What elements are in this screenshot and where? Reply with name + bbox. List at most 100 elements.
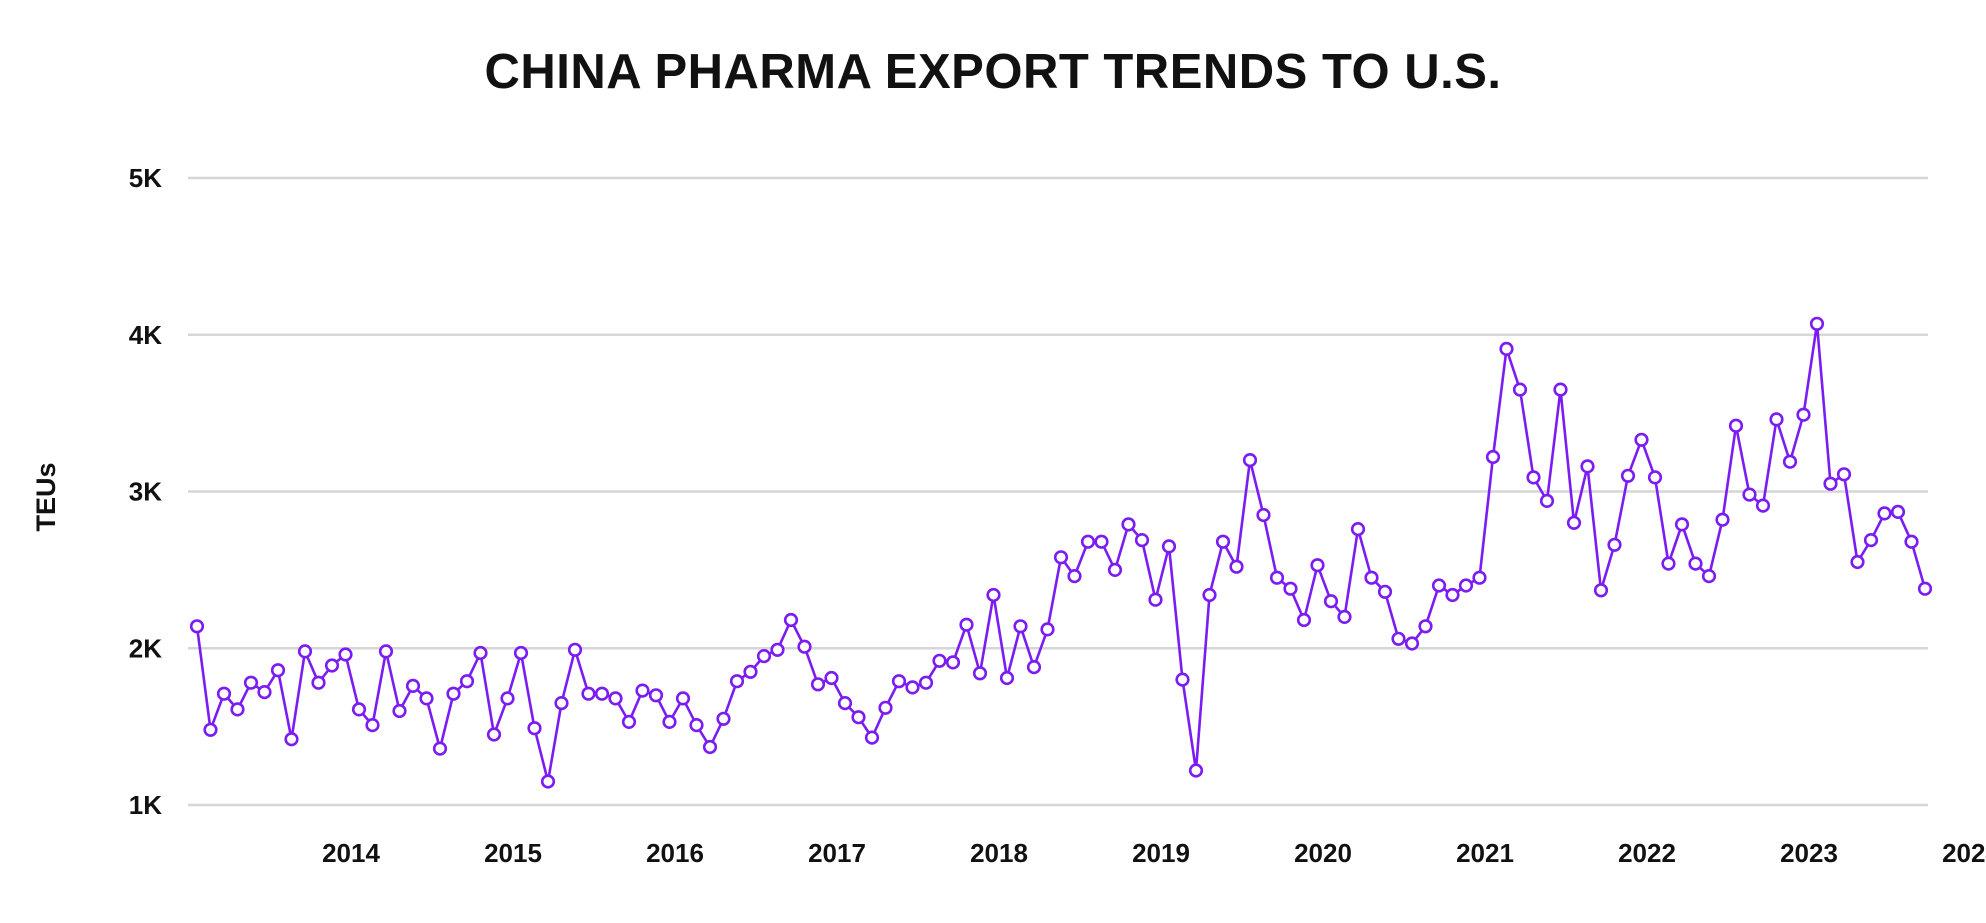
data-point[interactable] [1661, 556, 1676, 571]
data-point[interactable] [1593, 583, 1609, 598]
data-point[interactable] [1364, 570, 1379, 585]
data-point[interactable] [270, 663, 286, 678]
data-point[interactable] [648, 688, 664, 703]
data-point[interactable] [1148, 592, 1163, 607]
data-point[interactable] [284, 732, 299, 747]
data-point[interactable] [1539, 493, 1555, 509]
data-point[interactable] [1472, 570, 1487, 585]
data-point[interactable] [338, 647, 353, 662]
data-point[interactable] [1053, 550, 1069, 565]
data-point[interactable] [1580, 459, 1595, 474]
data-point[interactable] [1877, 506, 1892, 521]
data-point[interactable] [1904, 534, 1919, 549]
data-point[interactable] [972, 666, 988, 681]
data-point[interactable] [1499, 341, 1514, 357]
data-point[interactable] [203, 722, 218, 737]
data-point[interactable] [297, 644, 313, 659]
data-point[interactable] [1080, 534, 1096, 549]
data-point[interactable] [837, 695, 853, 711]
data-point[interactable] [230, 702, 245, 717]
data-point[interactable] [1607, 537, 1622, 552]
data-point[interactable] [500, 691, 515, 706]
data-point[interactable] [1188, 763, 1204, 778]
data-point[interactable] [1391, 631, 1406, 646]
data-point[interactable] [932, 653, 947, 668]
data-point[interactable] [635, 683, 650, 698]
data-point[interactable] [1553, 382, 1568, 397]
data-point[interactable] [351, 702, 367, 717]
data-point[interactable] [473, 645, 488, 661]
data-point[interactable] [446, 686, 461, 701]
data-point[interactable] [905, 680, 920, 695]
data-point[interactable] [1526, 470, 1541, 485]
data-point[interactable] [1202, 587, 1217, 603]
data-point[interactable] [1094, 534, 1109, 549]
data-point[interactable] [797, 639, 812, 654]
data-point[interactable] [702, 739, 718, 755]
data-point[interactable] [1215, 534, 1231, 549]
data-point[interactable] [1917, 581, 1933, 596]
data-point[interactable] [1728, 418, 1744, 433]
data-point[interactable] [594, 686, 610, 701]
data-point[interactable] [1134, 532, 1150, 548]
data-point[interactable] [554, 695, 569, 711]
data-point[interactable] [1836, 467, 1852, 482]
data-point[interactable] [810, 677, 826, 692]
data-point[interactable] [1688, 556, 1703, 571]
data-point[interactable] [1026, 659, 1042, 675]
data-point[interactable] [189, 619, 205, 634]
data-point[interactable] [1350, 521, 1366, 537]
data-point[interactable] [1823, 476, 1838, 491]
data-point[interactable] [1647, 470, 1663, 485]
data-point[interactable] [824, 670, 839, 686]
data-point[interactable] [1310, 558, 1325, 573]
data-point[interactable] [1107, 562, 1123, 578]
data-point[interactable] [1715, 512, 1730, 527]
data-point[interactable] [1890, 504, 1906, 520]
data-point[interactable] [662, 714, 677, 730]
data-point[interactable] [1512, 382, 1528, 397]
data-point[interactable] [1742, 487, 1757, 502]
data-point[interactable] [945, 655, 961, 670]
data-point[interactable] [864, 730, 880, 745]
data-point[interactable] [513, 645, 529, 661]
data-point[interactable] [1404, 636, 1420, 651]
data-point[interactable] [770, 642, 785, 657]
data-point[interactable] [1485, 449, 1501, 465]
data-point[interactable] [1769, 412, 1784, 427]
data-point[interactable] [621, 714, 637, 730]
data-point[interactable] [392, 703, 407, 719]
data-point[interactable] [891, 674, 907, 689]
data-point[interactable] [1175, 672, 1190, 687]
data-point[interactable] [1283, 581, 1298, 596]
data-point[interactable] [986, 587, 1001, 603]
data-point[interactable] [365, 717, 380, 733]
data-point[interactable] [716, 711, 731, 726]
data-point[interactable] [1418, 619, 1433, 634]
data-point[interactable] [1256, 507, 1271, 523]
data-point[interactable] [459, 674, 475, 689]
data-point[interactable] [581, 686, 596, 701]
data-point[interactable] [743, 664, 758, 679]
data-point[interactable] [1850, 554, 1865, 570]
data-point[interactable] [419, 691, 434, 706]
data-point[interactable] [486, 727, 502, 742]
data-point[interactable] [1431, 578, 1447, 593]
data-point[interactable] [378, 644, 394, 659]
data-point[interactable] [1269, 570, 1285, 585]
data-point[interactable] [1863, 532, 1879, 548]
data-point[interactable] [729, 674, 745, 689]
data-point[interactable] [527, 721, 542, 736]
data-point[interactable] [1296, 612, 1312, 628]
data-point[interactable] [1674, 517, 1690, 532]
data-point[interactable] [1809, 316, 1825, 331]
data-point[interactable] [243, 675, 259, 690]
data-point[interactable] [689, 717, 704, 733]
data-point[interactable] [1013, 619, 1028, 634]
data-point[interactable] [675, 691, 691, 706]
data-point[interactable] [405, 678, 421, 694]
data-point[interactable] [311, 675, 326, 690]
data-point[interactable] [1067, 568, 1082, 584]
data-point[interactable] [783, 612, 799, 628]
data-point[interactable] [1755, 498, 1771, 513]
